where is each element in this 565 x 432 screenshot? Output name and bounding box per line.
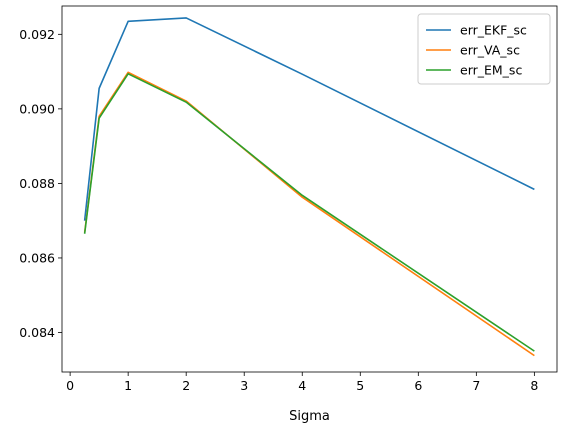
x-tick-label: 7 (472, 378, 480, 393)
legend-box (417, 13, 551, 85)
plot-frame (61, 5, 558, 373)
y-tick-label: 0.090 (19, 101, 55, 116)
series-lines (83, 17, 535, 357)
series-line-err-em-sc (83, 73, 535, 352)
legend: err_EKF_sc err_VA_sc err_EM_sc (417, 13, 551, 85)
x-tick-label: 4 (298, 378, 306, 393)
series-line-err-ekf-sc (83, 17, 535, 221)
x-tick-label: 1 (124, 378, 132, 393)
axis-ticks: 0 1 2 3 4 5 6 7 8 0.084 0.086 0.088 0.090 0.092 (19, 27, 538, 393)
y-tick-label: 0.088 (19, 176, 55, 191)
y-tick-label: 0.092 (19, 27, 55, 42)
legend-label: err_EKF_sc (460, 23, 527, 38)
y-tick-label: 0.086 (19, 250, 55, 265)
x-tick-label: 2 (182, 378, 190, 393)
x-tick-label: 0 (66, 378, 74, 393)
x-tick-label: 6 (414, 378, 422, 393)
x-tick-label: 8 (530, 378, 538, 393)
legend-label: err_EM_sc (460, 63, 522, 78)
x-axis-label: Sigma (289, 409, 330, 424)
x-tick-label: 3 (240, 378, 248, 393)
x-tick-label: 5 (356, 378, 364, 393)
legend-label: err_VA_sc (460, 43, 520, 58)
y-tick-label: 0.084 (19, 325, 55, 340)
